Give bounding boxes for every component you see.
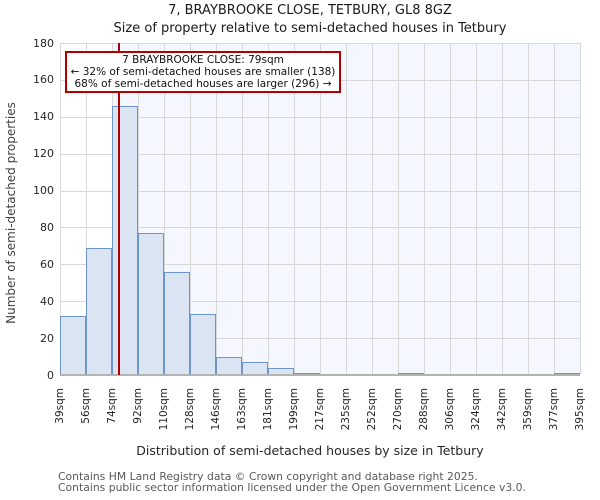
histogram-bar	[112, 105, 138, 375]
property-annotation-box: 7 BRAYBROOKE CLOSE: 79sqm ← 32% of semi-…	[65, 51, 341, 93]
chart-subtitle: Size of property relative to semi-detach…	[113, 21, 507, 36]
y-tick-label: 160	[33, 73, 54, 87]
y-axis-title-text: Number of semi-detached properties	[4, 102, 18, 324]
x-gridline	[138, 43, 139, 375]
y-tick-label: 140	[33, 110, 54, 124]
x-tick-label-text: 92sqm	[132, 388, 144, 424]
histogram-bar	[138, 233, 164, 375]
x-gridline	[528, 43, 529, 375]
histogram-bar	[60, 316, 86, 375]
x-gridline	[190, 43, 191, 375]
x-gridline	[476, 43, 477, 375]
x-tick-label-text: 181sqm	[262, 388, 274, 431]
annotation-line-2: ← 32% of semi-detached houses are smalle…	[70, 66, 336, 78]
x-tick-label-text: 217sqm	[314, 388, 326, 431]
y-tick-label: 180	[33, 36, 54, 50]
y-gridline	[60, 227, 580, 229]
x-tick-label-text: 146sqm	[210, 388, 222, 431]
plot-area	[60, 43, 581, 376]
x-tick-label-text: 395sqm	[574, 388, 586, 431]
footer-line-2: Contains public sector information licen…	[58, 481, 526, 494]
y-gridline	[60, 153, 580, 155]
x-gridline	[86, 43, 87, 375]
x-gridline	[398, 43, 399, 375]
y-gridline	[60, 190, 580, 192]
x-gridline	[554, 43, 555, 375]
x-gridline	[294, 43, 295, 375]
y-tick-label: 100	[33, 184, 54, 198]
histogram-bar	[190, 314, 216, 375]
x-tick-label-text: 342sqm	[496, 388, 508, 431]
y-tick-label: 80	[40, 220, 54, 234]
y-tick-label: 120	[33, 147, 54, 161]
x-gridline	[450, 43, 451, 375]
y-gridline	[60, 264, 580, 266]
annotation-line-3: 68% of semi-detached houses are larger (…	[74, 78, 332, 90]
x-gridline	[346, 43, 347, 375]
x-gridline	[502, 43, 503, 375]
x-tick-label-text: 74sqm	[106, 388, 118, 424]
y-gridline	[60, 116, 580, 118]
y-tick-label: 40	[40, 294, 54, 308]
x-gridline	[320, 43, 321, 375]
x-tick-label-text: 252sqm	[366, 388, 378, 431]
x-tick-label-text: 199sqm	[288, 388, 300, 431]
x-tick-label-text: 39sqm	[54, 388, 66, 424]
y-tick-label: 0	[47, 368, 54, 382]
x-gridline	[372, 43, 373, 375]
x-gridline	[60, 43, 61, 375]
y-gridline	[60, 43, 580, 44]
histogram-bar	[86, 247, 112, 375]
annotation-line-1: 7 BRAYBROOKE CLOSE: 79sqm	[122, 54, 284, 66]
x-axis-line	[60, 374, 580, 376]
x-tick-label-text: 110sqm	[158, 388, 170, 431]
y-tick-label: 20	[40, 331, 54, 345]
x-gridline	[424, 43, 425, 375]
x-tick-label-text: 359sqm	[522, 388, 534, 431]
x-gridline	[242, 43, 243, 375]
y-gridline	[60, 338, 580, 340]
x-gridline	[580, 43, 581, 375]
footer-line-1: Contains HM Land Registry data © Crown c…	[58, 470, 478, 483]
histogram-bar	[216, 356, 242, 375]
x-axis-title: Distribution of semi-detached houses by …	[136, 443, 484, 458]
x-gridline	[268, 43, 269, 375]
y-gridline	[60, 301, 580, 303]
x-tick-label-text: 306sqm	[444, 388, 456, 431]
x-tick-label-text: 324sqm	[470, 388, 482, 431]
chart-title: 7, BRAYBROOKE CLOSE, TETBURY, GL8 8GZ	[168, 3, 452, 18]
property-size-marker-line	[118, 43, 121, 375]
x-tick-label-text: 235sqm	[340, 388, 352, 431]
x-tick-label-text: 163sqm	[236, 388, 248, 431]
x-tick-label-text: 288sqm	[418, 388, 430, 431]
y-tick-label: 60	[40, 257, 54, 271]
x-gridline	[164, 43, 165, 375]
x-tick-label-text: 270sqm	[392, 388, 404, 431]
x-tick-label: 395sqm	[574, 381, 600, 430]
x-gridline	[216, 43, 217, 375]
x-tick-label-text: 128sqm	[184, 388, 196, 431]
histogram-bar	[164, 271, 190, 375]
x-tick-label-text: 56sqm	[80, 388, 92, 424]
x-tick-label-text: 377sqm	[548, 388, 560, 431]
